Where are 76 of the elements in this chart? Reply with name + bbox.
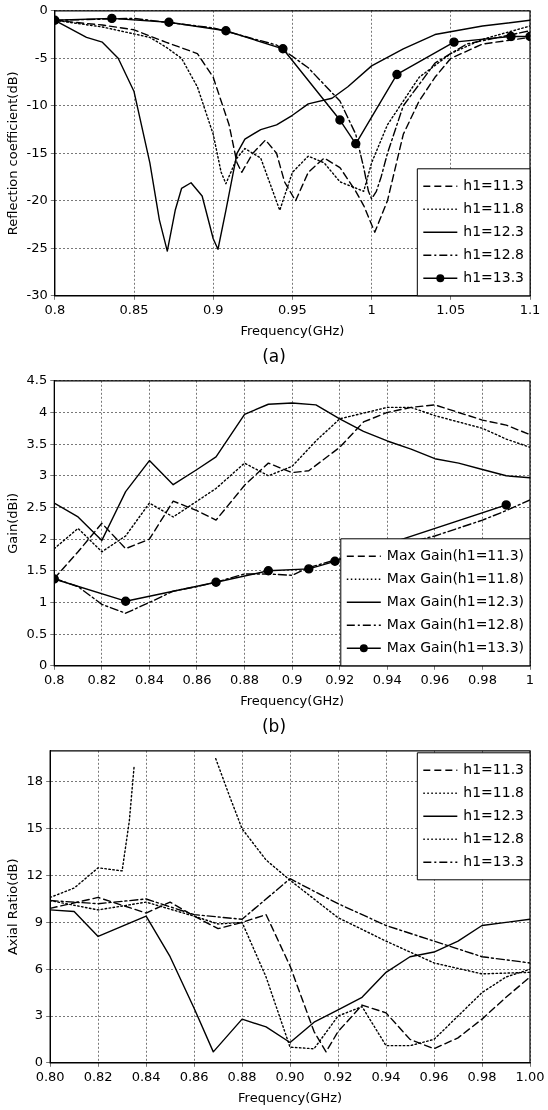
x-tick-label: 0.96 xyxy=(419,1068,449,1084)
y-tick-label: 2 xyxy=(38,530,48,546)
x-tick-label: 0.98 xyxy=(467,671,497,687)
y-axis-title: Axial Ratio(dB) xyxy=(5,858,21,956)
y-tick-label: 6 xyxy=(34,960,44,976)
y-axis-title: Gain(dBi) xyxy=(5,492,21,554)
y-tick-label: 3 xyxy=(34,1007,44,1023)
y-tick-label: 0.5 xyxy=(26,625,48,641)
legend-label: h1=11.3 xyxy=(463,760,524,777)
y-tick-label: 18 xyxy=(26,773,44,789)
x-tick-label: 1.1 xyxy=(519,301,541,317)
x-tick-label: 0.8 xyxy=(43,671,65,687)
x-tick-label: 0.9 xyxy=(281,671,303,687)
x-tick-label: 0.90 xyxy=(275,1068,305,1084)
x-tick-label: 0.88 xyxy=(227,1068,257,1084)
legend-label: h1=12.8 xyxy=(463,245,524,262)
y-tick-label: 1.5 xyxy=(26,562,48,578)
legend-label: Max Gain(h1=13.3) xyxy=(386,638,525,655)
y-tick-label: 9 xyxy=(34,913,44,929)
x-tick-label: 0.84 xyxy=(134,671,164,687)
x-tick-label: 0.9 xyxy=(202,301,224,317)
y-axis-title: Reflection coefficient(dB) xyxy=(5,71,21,236)
y-tick-label: -25 xyxy=(26,239,48,255)
x-tick-label: 0.96 xyxy=(420,671,450,687)
y-tick-label: 12 xyxy=(26,866,44,882)
x-tick-label: 0.94 xyxy=(371,1068,401,1084)
x-tick-label: 0.98 xyxy=(467,1068,497,1084)
y-tick-label: 4.5 xyxy=(26,372,48,388)
legend-label: Max Gain(h1=12.8) xyxy=(386,615,525,632)
x-tick-label: 0.82 xyxy=(87,671,117,687)
y-tick-label: 0 xyxy=(34,1054,44,1070)
legend-label: h1=12.3 xyxy=(463,806,524,823)
x-axis-title: Frequency(GHz) xyxy=(240,322,345,338)
legend-label: h1=13.3 xyxy=(463,268,524,285)
legend-label: h1=11.8 xyxy=(463,783,524,800)
text: (b) xyxy=(260,715,288,738)
x-tick-label: 0.8 xyxy=(44,301,66,317)
x-tick-label: 0.86 xyxy=(182,671,212,687)
y-tick-label: 2.5 xyxy=(26,498,48,514)
x-tick-label: 0.94 xyxy=(372,671,402,687)
y-tick-label: 1 xyxy=(38,593,48,609)
legend-label: h1=13.3 xyxy=(463,852,524,869)
x-tick-label: 0.92 xyxy=(323,1068,353,1084)
text: (a) xyxy=(261,345,287,368)
x-tick-label: 0.80 xyxy=(35,1068,65,1084)
x-tick-label: 0.86 xyxy=(179,1068,209,1084)
legend-label: Max Gain(h1=11.8) xyxy=(386,569,525,586)
x-tick-label: 1.00 xyxy=(515,1068,545,1084)
legend-label: h1=12.8 xyxy=(463,829,524,846)
legend-label: h1=11.8 xyxy=(463,199,524,216)
x-tick-label: 1 xyxy=(367,301,376,317)
y-tick-label: 0 xyxy=(39,2,48,18)
y-tick-label: 15 xyxy=(26,820,44,836)
x-tick-label: 0.84 xyxy=(131,1068,161,1084)
x-axis-title: Frequency(GHz) xyxy=(240,692,345,708)
x-tick-label: 1.05 xyxy=(436,301,466,317)
x-tick-label: 0.88 xyxy=(230,671,260,687)
y-tick-label: -15 xyxy=(26,144,48,160)
y-tick-label: -20 xyxy=(26,192,48,208)
legend-label: h1=11.3 xyxy=(463,176,524,193)
x-tick-label: 0.92 xyxy=(325,671,355,687)
y-tick-label: 0 xyxy=(38,657,48,673)
y-tick-label: 4 xyxy=(38,403,48,419)
y-tick-label: 3.5 xyxy=(26,435,48,451)
x-axis-title: Frequency(GHz) xyxy=(238,1089,343,1105)
legend-label: Max Gain(h1=11.3) xyxy=(386,546,525,563)
x-tick-label: 0.82 xyxy=(83,1068,113,1084)
y-tick-label: -30 xyxy=(26,287,48,303)
y-tick-label: -5 xyxy=(34,49,48,65)
x-tick-label: 0.95 xyxy=(277,301,307,317)
y-tick-label: 3 xyxy=(38,467,48,483)
legend-label: Max Gain(h1=12.3) xyxy=(386,592,525,609)
y-tick-label: -10 xyxy=(26,97,48,113)
x-tick-label: 1 xyxy=(525,671,535,687)
x-tick-label: 0.85 xyxy=(119,301,149,317)
legend-label: h1=12.3 xyxy=(463,222,524,239)
